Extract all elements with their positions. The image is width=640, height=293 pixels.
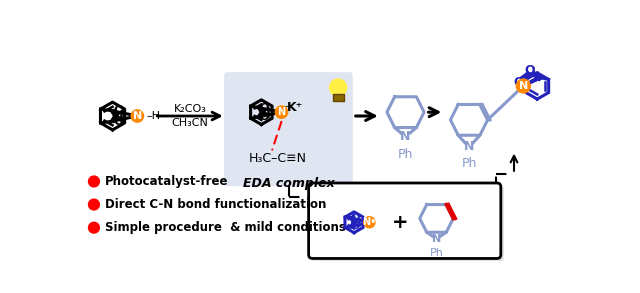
- Text: H₃C–C≡N: H₃C–C≡N: [248, 152, 307, 165]
- Text: O: O: [260, 112, 269, 122]
- Text: O: O: [513, 76, 524, 88]
- Circle shape: [364, 217, 375, 228]
- Text: K₂CO₃: K₂CO₃: [173, 104, 207, 114]
- Text: N: N: [132, 111, 142, 121]
- Text: N•: N•: [362, 217, 376, 227]
- Text: Direct C-N bond functionalization: Direct C-N bond functionalization: [105, 198, 326, 211]
- Text: N: N: [277, 107, 285, 117]
- Circle shape: [516, 79, 531, 93]
- Text: Ph: Ph: [429, 248, 444, 258]
- Text: Ph: Ph: [398, 148, 413, 161]
- Circle shape: [131, 110, 143, 122]
- Text: O: O: [114, 115, 124, 128]
- Text: Ph: Ph: [461, 157, 477, 170]
- Circle shape: [88, 222, 99, 233]
- Text: N: N: [400, 130, 411, 143]
- FancyBboxPatch shape: [224, 72, 353, 186]
- Text: O: O: [114, 104, 124, 117]
- FancyBboxPatch shape: [333, 94, 344, 100]
- Circle shape: [330, 79, 347, 96]
- Text: O: O: [260, 103, 269, 113]
- Text: Simple procedure  & mild conditions: Simple procedure & mild conditions: [105, 221, 346, 234]
- Circle shape: [88, 199, 99, 210]
- Circle shape: [275, 106, 288, 118]
- Text: O: O: [350, 213, 360, 223]
- Text: K⁺: K⁺: [287, 101, 303, 114]
- Text: CH₃CN: CH₃CN: [172, 118, 209, 128]
- Circle shape: [88, 176, 99, 187]
- Text: Photocatalyst-free: Photocatalyst-free: [105, 175, 228, 188]
- Text: O: O: [350, 221, 360, 231]
- Text: –: –: [284, 101, 290, 111]
- Text: N: N: [464, 139, 474, 153]
- Text: +: +: [392, 213, 408, 232]
- FancyBboxPatch shape: [312, 186, 504, 262]
- Text: –H: –H: [147, 111, 161, 121]
- Text: O: O: [525, 64, 536, 77]
- Text: N: N: [432, 234, 441, 244]
- FancyBboxPatch shape: [308, 183, 501, 258]
- Text: N: N: [518, 81, 528, 91]
- Text: EDA complex: EDA complex: [243, 176, 335, 190]
